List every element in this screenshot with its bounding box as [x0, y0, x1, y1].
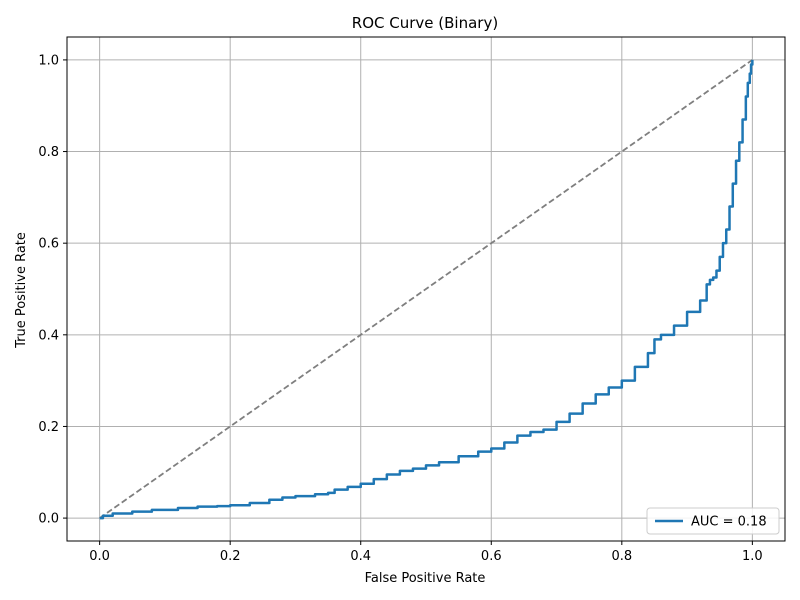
y-tick-label: 1.0 — [38, 53, 59, 68]
plot-frame — [66, 36, 786, 542]
x-tick-label: 0.6 — [481, 549, 502, 564]
x-tick-label: 0.4 — [350, 549, 371, 564]
y-tick-label: 0.8 — [38, 145, 59, 160]
x-tick-label: 1.0 — [742, 549, 763, 564]
x-axis-title: False Positive Rate — [365, 571, 486, 586]
chart-title: ROC Curve (Binary) — [352, 14, 498, 32]
y-tick-label: 0.2 — [38, 420, 59, 435]
y-tick-label: 0.4 — [38, 328, 59, 343]
legend: AUC = 0.18 — [646, 507, 780, 535]
legend-label: AUC = 0.18 — [691, 515, 767, 530]
y-tick-label: 0.6 — [38, 237, 59, 252]
y-axis-title: True Positive Rate — [14, 232, 29, 349]
y-tick-label: 0.0 — [38, 512, 59, 527]
axis-ticks: 0.0 0.2 0.4 0.6 0.8 1.0 0.0 0.2 0.4 0.6 0.8 1.0 — [38, 53, 762, 564]
x-tick-label: 0.2 — [220, 549, 241, 564]
x-tick-label: 0.8 — [611, 549, 632, 564]
plot-series — [99, 59, 754, 520]
grid-lines — [67, 37, 785, 541]
legend-box — [646, 507, 780, 535]
roc-curve-line — [99, 59, 754, 520]
chance-diagonal-line — [99, 59, 753, 519]
x-tick-label: 0.0 — [89, 549, 110, 564]
